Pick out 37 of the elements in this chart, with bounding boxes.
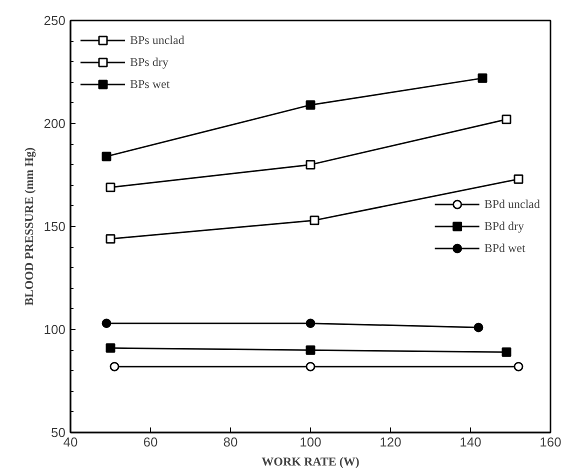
point [478, 73, 488, 83]
point [502, 114, 512, 124]
point [110, 362, 120, 372]
y-tick-label: 100 [44, 322, 66, 337]
point [514, 362, 524, 372]
point [502, 347, 512, 357]
x-tick-label: 80 [223, 434, 238, 450]
point [106, 234, 116, 244]
point [102, 318, 112, 328]
x-tick-label: 100 [300, 434, 322, 450]
y-tick-label: 200 [44, 116, 66, 131]
legend-label: BPs dry [130, 54, 168, 70]
legend-label: BPd dry [484, 218, 524, 234]
point [306, 362, 316, 372]
legend-label: BPs unclad [130, 32, 184, 48]
x-tick-label: 160 [540, 434, 562, 450]
point [306, 160, 316, 170]
point [106, 343, 116, 353]
point [306, 345, 316, 355]
legend-label: BPd unclad [484, 196, 540, 212]
y-tick-label: 250 [44, 13, 66, 28]
x-tick-label: 140 [460, 434, 482, 450]
y-tick-label: 150 [44, 219, 66, 234]
point [106, 182, 116, 192]
legend-label: BPd wet [484, 240, 526, 256]
point [514, 174, 524, 184]
point [306, 318, 316, 328]
y-axis-title: BLOOD PRESSURE (mm Hg) [22, 147, 36, 306]
y-tick-label: 50 [51, 425, 66, 440]
legend-label: BPs wet [130, 76, 170, 92]
point [310, 216, 320, 226]
point [474, 322, 484, 332]
point [102, 152, 112, 162]
x-axis-title: WORK RATE (W) [262, 454, 360, 468]
x-tick-label: 120 [380, 434, 402, 450]
point [306, 100, 316, 110]
x-tick-label: 60 [143, 434, 158, 450]
